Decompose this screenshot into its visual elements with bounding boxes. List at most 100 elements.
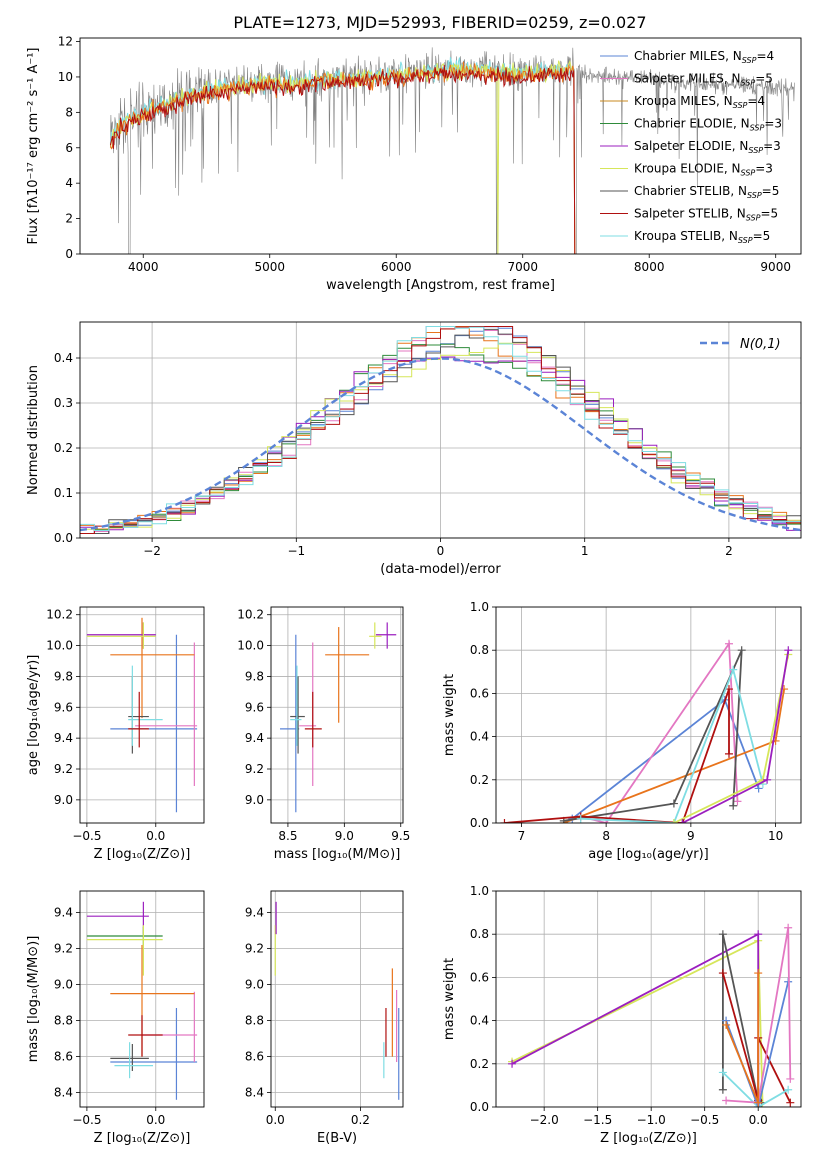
histogram-line — [80, 326, 801, 531]
series-line — [511, 939, 764, 1103]
x-tick-label: 0.0 — [749, 1113, 768, 1127]
series-marker — [733, 797, 742, 806]
series-marker — [729, 665, 738, 674]
series-marker — [724, 639, 733, 648]
x-axis-label: Z [log₁₀(Z/Z⊙)] — [600, 1131, 697, 1146]
y-tick-label: 9.0 — [245, 793, 264, 807]
x-tick-label: 5000 — [254, 260, 285, 274]
error-bar-point — [86, 901, 149, 935]
x-tick-label: 8.5 — [278, 829, 297, 843]
legend-label: Chabrier MILES, NSSP=4 — [634, 49, 774, 65]
plot-area — [109, 47, 795, 254]
y-tick-label: 0.8 — [470, 643, 489, 657]
x-tick-label: 8 — [602, 829, 610, 843]
legend-label: Salpeter MILES, NSSP=5 — [634, 72, 773, 88]
x-tick-label: 0.2 — [351, 1113, 370, 1127]
series-marker — [669, 819, 678, 823]
y-tick-label: 8.4 — [54, 1086, 73, 1100]
x-tick-label: 0 — [437, 544, 445, 558]
x-tick-label: 8000 — [634, 260, 665, 274]
y-tick-label: 10.0 — [237, 639, 264, 653]
error-bar-point — [110, 617, 195, 719]
plot-area — [271, 891, 403, 1107]
histogram-line — [80, 342, 801, 531]
series-marker — [576, 814, 585, 823]
x-tick-label: 10 — [768, 829, 783, 843]
series-marker — [737, 646, 746, 655]
x-axis-label: Z [log₁₀(Z/Z⊙)] — [94, 847, 191, 862]
x-tick-label: −1 — [287, 544, 305, 558]
series-marker — [754, 969, 763, 978]
panel-age-vs-mass: 8.5 9.0 9.5 9.0 9.2 9.4 9.6 9.8 10.0 10.2 mass [lo… — [237, 606, 410, 862]
error-bar-point — [86, 622, 156, 649]
plot-area — [496, 607, 801, 823]
x-tick-label: 7000 — [507, 260, 538, 274]
x-axis-label: (data-model)/error — [380, 562, 501, 577]
plot-area — [80, 322, 801, 538]
series-marker — [729, 801, 738, 810]
y-tick-label: 9.4 — [54, 906, 73, 920]
y-axis-label: Normed distribution — [26, 365, 41, 495]
error-bar-point — [110, 945, 195, 1057]
error-bar-point — [114, 1042, 154, 1079]
panel-mass-vs-ebv: 0.0 0.2 8.4 8.6 8.8 9.0 9.2 9.4 E(B-V) — [245, 890, 404, 1146]
y-tick-label: 6 — [65, 141, 73, 155]
series-marker — [669, 799, 678, 808]
series-marker — [508, 1059, 517, 1068]
figure-title: PLATE=1273, MJD=52993, FIBERID=0259, z=0… — [233, 13, 646, 32]
y-tick-label: 8.6 — [54, 1050, 73, 1064]
spectrum-model-line — [109, 57, 576, 254]
error-bar-point — [86, 925, 163, 976]
x-axis-label: E(B-V) — [317, 1131, 357, 1146]
spectrum-model-line — [109, 61, 576, 254]
axes-frame — [79, 37, 802, 255]
y-tick-label: 9.6 — [245, 700, 264, 714]
error-bar-point — [299, 642, 317, 786]
y-tick-label: 9.4 — [245, 731, 264, 745]
series-marker — [784, 1085, 793, 1094]
histogram-line — [80, 328, 801, 534]
y-axis-label: mass weight — [442, 674, 457, 756]
y-tick-label: 8.6 — [245, 1050, 264, 1064]
y-tick-label: 0.1 — [54, 486, 73, 500]
x-tick-label: 0.0 — [146, 1113, 165, 1127]
x-tick-label: 1 — [581, 544, 589, 558]
series-marker — [786, 1098, 795, 1107]
panel-mass-vs-Z: −0.5 0.0 8.4 8.6 8.8 9.0 9.2 9.4 Z [log₁₀(Z/Z⊙)]… — [26, 890, 205, 1146]
y-tick-label: 9.2 — [54, 762, 73, 776]
plot-area — [80, 891, 204, 1107]
x-tick-label: 6000 — [381, 260, 412, 274]
spectrum-model-line — [109, 59, 576, 254]
y-tick-label: 0.6 — [470, 970, 489, 984]
series-line — [726, 927, 792, 1104]
legend-label: Kroupa STELIB, NSSP=5 — [634, 229, 770, 245]
y-tick-label: 9.0 — [54, 978, 73, 992]
series-marker — [718, 1068, 727, 1077]
series-marker — [724, 749, 733, 758]
y-tick-label: 9.8 — [54, 669, 73, 683]
x-tick-label: −0.5 — [690, 1113, 719, 1127]
axes-frame — [495, 606, 802, 824]
x-axis-label: Z [log₁₀(Z/Z⊙)] — [94, 1131, 191, 1146]
error-bar-point — [128, 1015, 163, 1057]
y-tick-label: 9.2 — [245, 942, 264, 956]
y-tick-label: 0.4 — [470, 730, 489, 744]
legend-label: Kroupa MILES, NSSP=4 — [634, 94, 765, 110]
y-tick-label: 0.4 — [470, 1014, 489, 1028]
y-tick-label: 9.0 — [245, 978, 264, 992]
x-tick-label: −1.5 — [583, 1113, 612, 1127]
series-marker — [754, 930, 763, 939]
error-bar-point — [290, 665, 302, 746]
y-tick-label: 0.2 — [470, 773, 489, 787]
legend-label: N(0,1) — [740, 337, 781, 352]
series-marker — [763, 775, 772, 784]
y-tick-label: 0.0 — [470, 1100, 489, 1114]
y-tick-label: 10.2 — [237, 608, 264, 622]
y-tick-label: 8.8 — [245, 1014, 264, 1028]
y-tick-label: 10.0 — [46, 639, 73, 653]
legend-label: Chabrier ELODIE, NSSP=3 — [634, 117, 782, 133]
legend-label: Salpeter STELIB, NSSP=5 — [634, 207, 778, 223]
y-axis-label: Flux [fλ10⁻¹⁷ erg cm⁻² s⁻¹ A⁻¹] — [26, 48, 41, 245]
x-tick-label: 2 — [725, 544, 733, 558]
y-axis-label: mass weight — [442, 958, 457, 1040]
